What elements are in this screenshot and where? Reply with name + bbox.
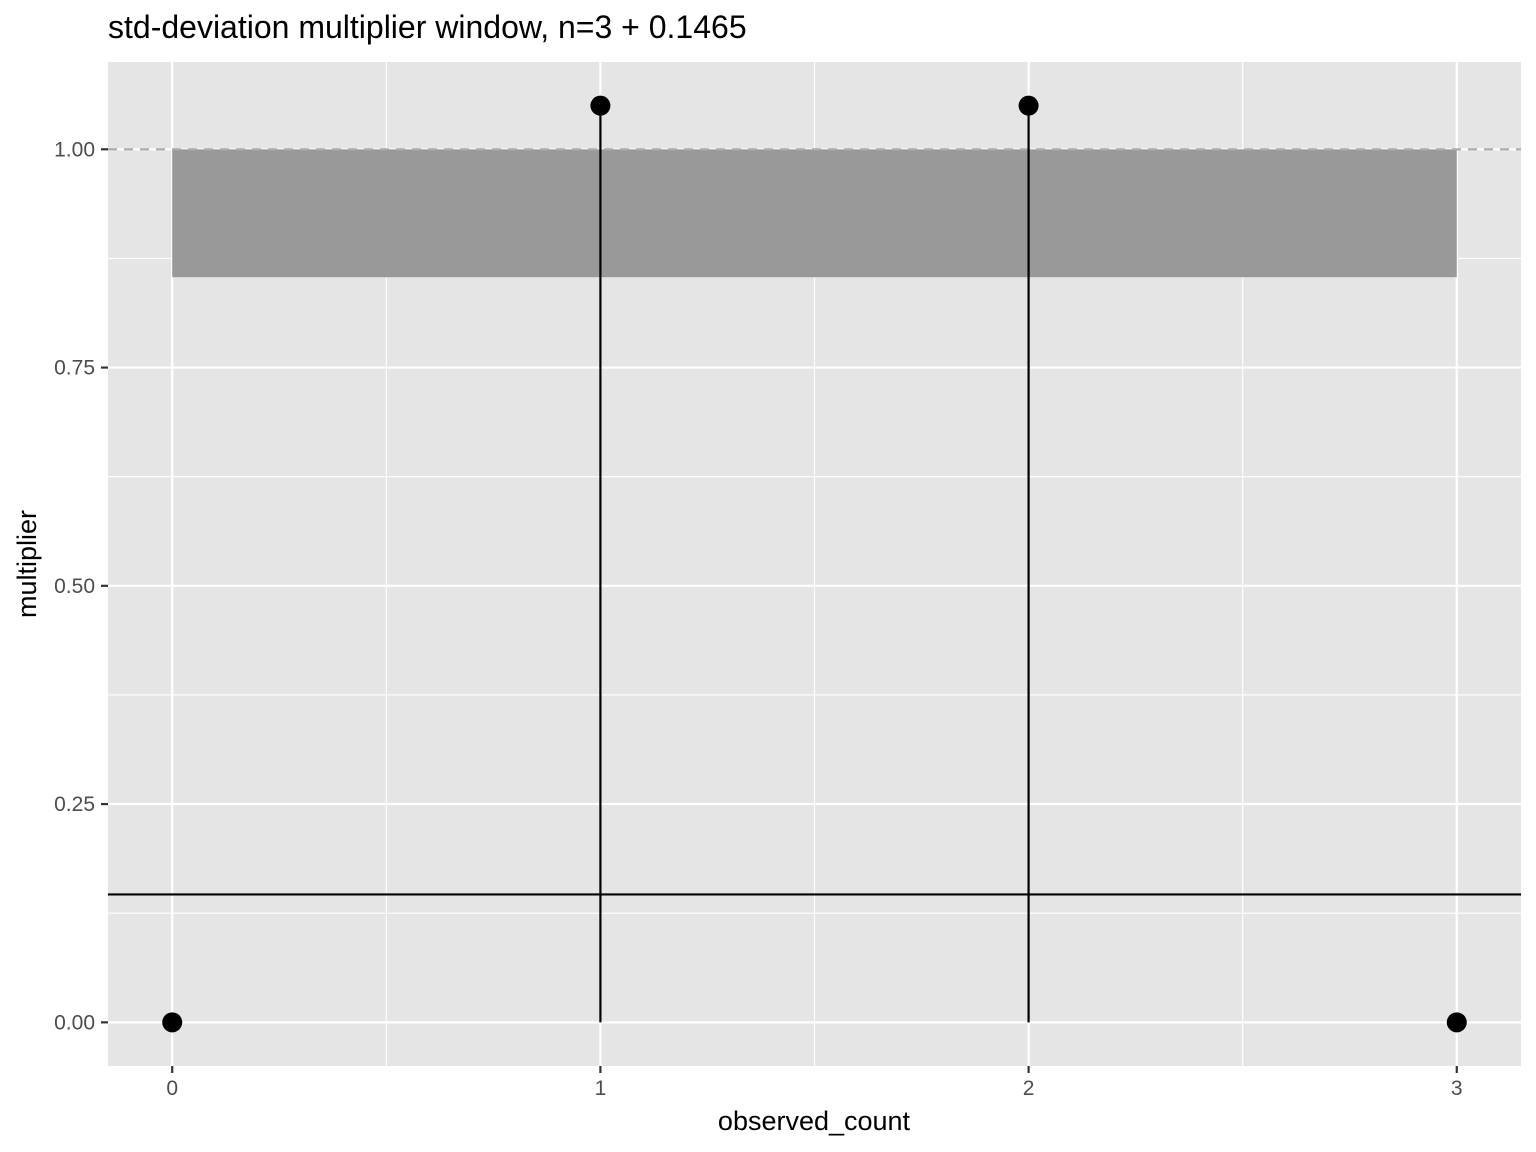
x-tick-label: 2 bbox=[1023, 1077, 1035, 1100]
band-layer bbox=[172, 149, 1457, 278]
stems bbox=[599, 105, 1030, 1023]
data-point bbox=[590, 95, 611, 116]
x-tick-label: 3 bbox=[1451, 1077, 1463, 1100]
data-point bbox=[162, 1012, 183, 1033]
y-tick-label: 0.75 bbox=[54, 357, 95, 380]
chart-title: std-deviation multiplier window, n=3 + 0… bbox=[108, 9, 747, 45]
y-axis: 0.00 0.25 0.50 0.75 1.00 bbox=[54, 138, 108, 1034]
y-tick-label: 1.00 bbox=[54, 138, 95, 161]
y-axis-title: multiplier bbox=[12, 510, 42, 618]
x-axis-title: observed_count bbox=[718, 1106, 911, 1136]
data-point bbox=[1446, 1012, 1467, 1033]
reference-lines bbox=[108, 148, 1521, 896]
x-tick-label: 0 bbox=[166, 1077, 178, 1100]
y-tick-label: 0.50 bbox=[54, 575, 95, 598]
y-tick-label: 0.25 bbox=[54, 793, 95, 816]
x-axis: 0 1 2 3 bbox=[166, 1066, 1463, 1100]
x-tick-label: 1 bbox=[595, 1077, 607, 1100]
shaded-band bbox=[172, 149, 1457, 278]
y-tick-label: 0.00 bbox=[54, 1011, 95, 1034]
points bbox=[162, 95, 1467, 1033]
data-point bbox=[1018, 95, 1039, 116]
